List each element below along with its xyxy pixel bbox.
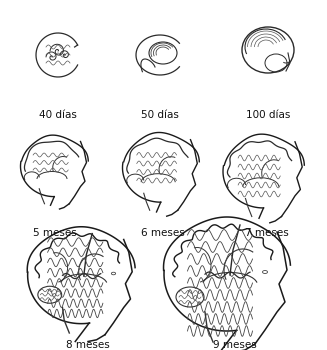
Text: 6 meses: 6 meses (141, 228, 185, 238)
Text: 8 meses: 8 meses (66, 340, 110, 350)
Text: 9 meses: 9 meses (213, 340, 257, 350)
Text: 5 meses: 5 meses (33, 228, 77, 238)
Text: 7 meses: 7 meses (245, 228, 289, 238)
Text: 40 días: 40 días (39, 110, 77, 120)
Text: 100 días: 100 días (246, 110, 290, 120)
Text: 50 días: 50 días (141, 110, 179, 120)
